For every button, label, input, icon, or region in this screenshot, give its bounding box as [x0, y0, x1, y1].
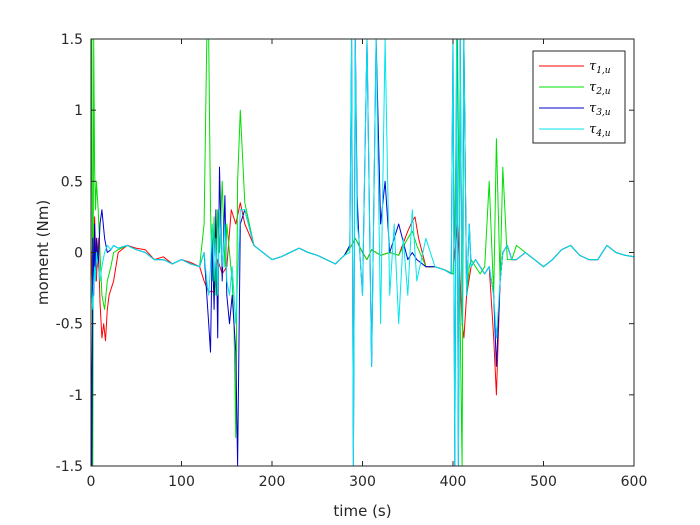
y-tick-label: -1 [69, 388, 83, 404]
y-tick-label: -1.5 [56, 459, 83, 475]
x-tick-label: 100 [168, 474, 195, 490]
series-layer [91, 39, 634, 466]
x-tick-label: 200 [259, 474, 286, 490]
legend-label-4: τ4,u [589, 122, 611, 139]
x-tick-label: 600 [621, 474, 648, 490]
legend-label-2: τ2,u [589, 80, 611, 97]
y-axis-label: moment (Nm) [34, 200, 52, 305]
legend: τ1,u τ2,u τ3,u τ4,u [532, 50, 626, 144]
x-tick-label: 500 [530, 474, 557, 490]
y-tick-label: 1 [74, 103, 83, 119]
x-axis-label: time (s) [333, 502, 391, 520]
y-tick-label: -0.5 [56, 317, 83, 333]
legend-label-1: τ1,u [589, 59, 611, 76]
series-line-4 [91, 39, 634, 466]
y-tick-label: 0.5 [61, 174, 83, 190]
ticks-layer: 0 100 200 300 400 500 600 -1.5 -1 -0.5 0 0.5 1 1.5 [56, 32, 648, 490]
y-tick-label: 1.5 [61, 32, 83, 48]
x-tick-label: 0 [87, 474, 96, 490]
x-tick-label: 400 [440, 474, 467, 490]
x-tick-label: 300 [349, 474, 376, 490]
y-tick-label: 0 [74, 246, 83, 262]
legend-label-3: τ3,u [589, 101, 611, 118]
